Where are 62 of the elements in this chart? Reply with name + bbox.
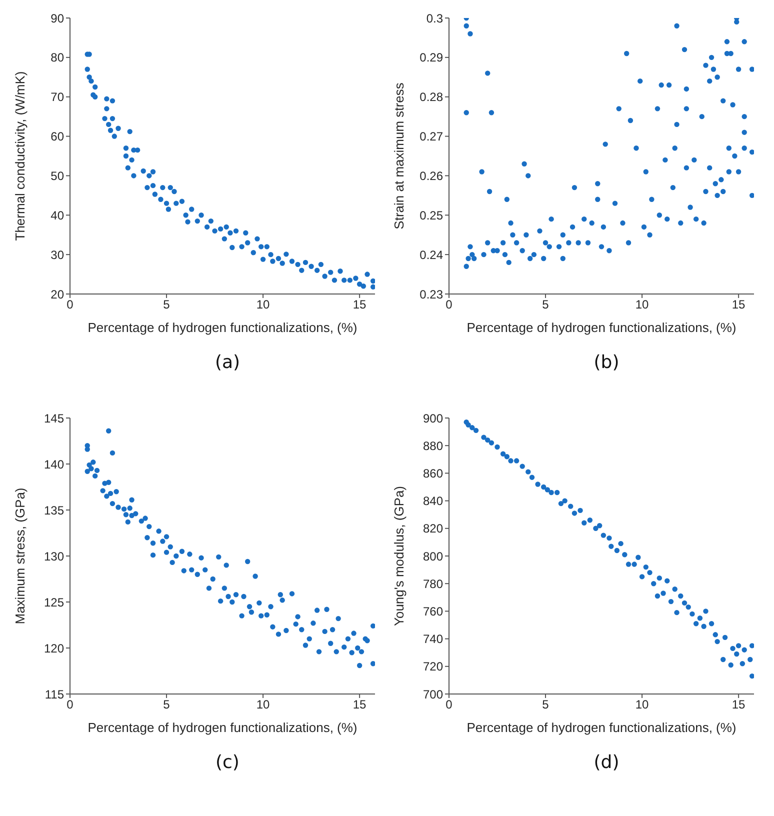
y-tick-label: 120 (44, 641, 64, 656)
y-tick-label: 860 (422, 466, 444, 480)
x-tick-label: 10 (256, 298, 270, 312)
y-axis-title: Maximum stress, (GPa) (12, 488, 28, 624)
y-tick-label: 80 (50, 50, 64, 65)
y-tick-label: 40 (50, 208, 64, 222)
y-tick-label: 720 (422, 660, 444, 674)
y-tick-label: 0.25 (420, 208, 444, 222)
y-tick-label: 115 (44, 687, 64, 702)
text: (b) (592, 352, 620, 373)
x-tick-label: 0 (66, 698, 74, 712)
x-tick-label: 10 (256, 698, 270, 712)
y-tick-label: 60 (50, 130, 64, 144)
text: (a) (214, 352, 242, 373)
text: (c) (214, 752, 240, 773)
y-tick-label: 130 (44, 549, 64, 564)
y-axis-title: Thermal conductivity, (W/mK) (12, 71, 28, 241)
y-axis-title: Young's modulus, (GPa) (392, 486, 407, 626)
y-tick-label: 820 (422, 522, 444, 536)
y-tick-label: 0.23 (420, 287, 444, 302)
y-tick-label: 0.28 (420, 90, 444, 104)
x-tick-label: 15 (732, 298, 746, 312)
x-tick-label: 0 (446, 298, 453, 312)
y-tick-label: 0.29 (420, 50, 444, 65)
y-tick-label: 0.27 (420, 130, 444, 144)
x-tick-label: 10 (635, 698, 650, 712)
y-tick-label: 780 (422, 576, 444, 591)
y-tick-label: 740 (422, 632, 444, 646)
y-tick-label: 145 (44, 411, 64, 426)
x-tick-label: 0 (66, 298, 74, 312)
x-axis-title: Percentage of hydrogen functionalizations, (%) (88, 320, 358, 335)
y-tick-label: 20 (50, 287, 64, 302)
x-tick-label: 5 (163, 698, 170, 712)
x-tick-label: 10 (635, 298, 650, 312)
y-tick-label: 0.3 (426, 11, 444, 26)
text: (d) (592, 752, 620, 773)
x-tick-label: 15 (352, 298, 367, 312)
y-tick-label: 30 (50, 248, 64, 262)
x-tick-label: 5 (542, 298, 550, 312)
x-tick-label: 0 (446, 698, 453, 712)
y-tick-label: 900 (422, 411, 444, 426)
x-axis-title: Percentage of hydrogen functionalizations, (%) (88, 720, 358, 735)
x-axis-title: Percentage of hydrogen functionalizations, (%) (466, 720, 736, 735)
y-tick-label: 135 (44, 503, 64, 518)
y-tick-label: 0.26 (420, 168, 444, 183)
y-tick-label: 760 (422, 604, 444, 618)
y-tick-label: 840 (422, 494, 444, 508)
y-tick-label: 125 (44, 595, 64, 610)
y-tick-label: 880 (422, 438, 444, 453)
x-tick-label: 5 (163, 298, 170, 312)
x-axis-title: Percentage of hydrogen functionalizations, (%) (466, 320, 736, 335)
y-tick-label: 0.24 (420, 248, 444, 262)
x-tick-label: 15 (352, 698, 367, 712)
y-tick-label: 70 (50, 90, 64, 104)
y-axis-title: Strain at maximum stress (392, 82, 407, 230)
y-tick-label: 90 (50, 11, 64, 26)
x-tick-label: 5 (542, 698, 550, 712)
y-tick-label: 700 (422, 687, 444, 702)
y-tick-label: 50 (50, 168, 64, 183)
y-tick-label: 140 (44, 457, 64, 472)
y-tick-label: 800 (422, 549, 444, 564)
x-tick-label: 15 (732, 698, 746, 712)
